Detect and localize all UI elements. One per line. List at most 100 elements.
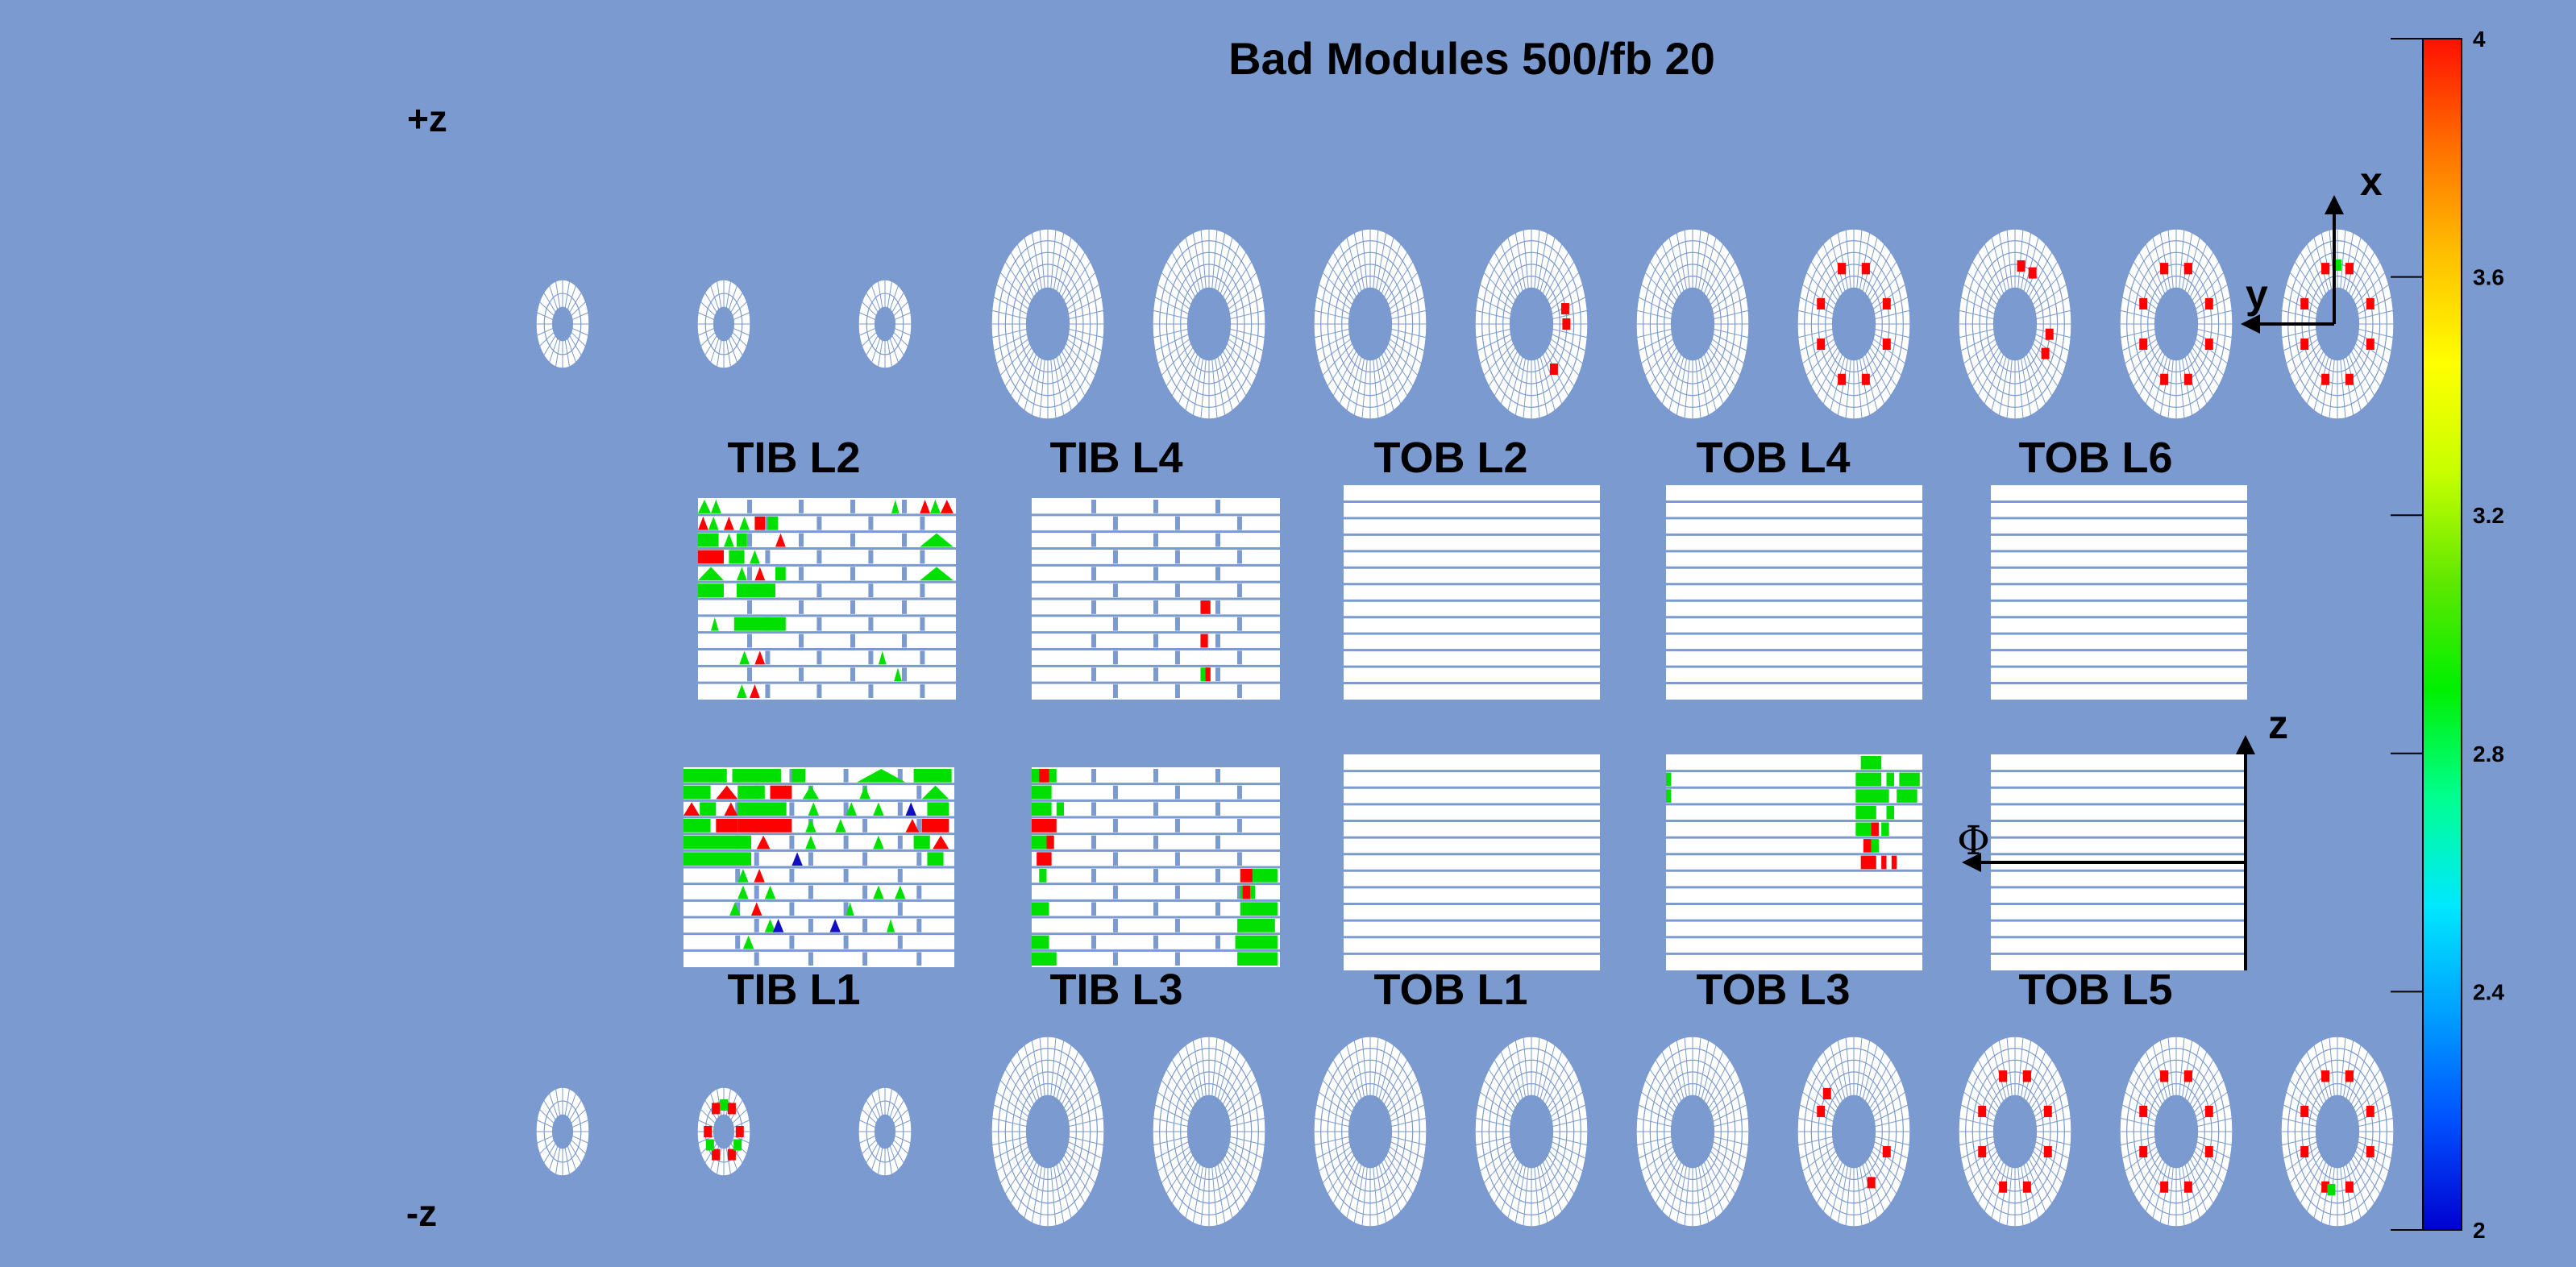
layer-label-tib-l1: TIB L1: [727, 966, 860, 1014]
bad-module: [1200, 600, 1211, 614]
color-scale-tick-label: 2: [2473, 1218, 2486, 1243]
bad-module: [2333, 259, 2341, 271]
bad-module: [1897, 789, 1917, 803]
layer-label-tob-l2: TOB L2: [1373, 434, 1527, 482]
bad-module: [873, 835, 884, 850]
bad-module: [737, 885, 749, 899]
bad-module: [1032, 952, 1057, 966]
color-scale-gradient: [2422, 38, 2462, 1231]
bad-module: [2345, 263, 2354, 275]
phi-axis-label: Φ: [1957, 817, 1990, 864]
endcap-disc: [535, 1086, 590, 1177]
bad-module: [920, 533, 954, 547]
bad-module: [698, 584, 724, 597]
endcap-disc: [696, 1086, 751, 1177]
bad-module: [1240, 869, 1253, 883]
bad-module: [1999, 1070, 2008, 1082]
bad-module: [1200, 634, 1208, 648]
bad-module: [2183, 263, 2192, 275]
barrel-tob-l3: [1666, 754, 1922, 970]
bad-module: [764, 919, 776, 933]
layer-label-tob-l6: TOB L6: [2018, 434, 2172, 482]
bad-module: [683, 802, 700, 816]
endcap-disc: [2119, 1036, 2233, 1228]
bad-module: [698, 550, 724, 564]
bad-module: [2139, 1146, 2148, 1158]
bad-module: [1046, 835, 1054, 850]
endcap-disc: [696, 279, 751, 369]
bad-module: [920, 567, 954, 581]
bad-module: [1855, 805, 1876, 820]
bad-module: [930, 500, 941, 513]
bad-module: [857, 769, 906, 783]
z-phi-axes-indicator: z Φ: [1957, 702, 2288, 970]
bad-module: [754, 567, 766, 581]
bad-module: [756, 835, 771, 850]
endcap-disc: [991, 1036, 1105, 1228]
bad-module: [1871, 822, 1879, 837]
bad-module: [1891, 855, 1897, 870]
bad-module: [940, 500, 954, 513]
bad-module: [808, 802, 819, 816]
bad-module: [913, 769, 952, 783]
bad-module: [2028, 267, 2037, 279]
endcap-disc: [2280, 1036, 2395, 1228]
x-axis-label: x: [2360, 159, 2383, 204]
barrel-tob-l4: [1666, 485, 1922, 700]
bad-module: [2321, 1070, 2330, 1082]
bad-module: [698, 500, 711, 513]
bad-module: [698, 567, 724, 581]
bad-module: [2160, 263, 2169, 275]
bad-module: [2160, 1070, 2169, 1082]
bad-module: [2366, 1105, 2374, 1117]
bad-module: [683, 835, 751, 850]
bad-module: [873, 885, 884, 899]
bad-module: [712, 1103, 721, 1115]
bad-module: [705, 1139, 714, 1151]
bad-module: [2043, 1146, 2052, 1158]
barrel-tib-l3: [1032, 767, 1280, 967]
bad-module: [711, 500, 721, 513]
barrel-tob-l6: [1991, 485, 2247, 700]
bad-module: [737, 684, 747, 698]
bad-module: [720, 1099, 728, 1111]
bad-module: [716, 819, 738, 833]
endcap-disc: [1958, 228, 2072, 420]
bad-module: [2017, 260, 2025, 272]
bad-module: [683, 852, 751, 866]
bad-module: [737, 819, 792, 833]
bad-module: [835, 819, 846, 833]
bad-module: [829, 919, 841, 933]
bad-module: [791, 769, 806, 783]
bad-module: [2139, 339, 2148, 351]
bad-module: [1881, 822, 1889, 837]
bad-module: [873, 802, 884, 816]
bad-module: [772, 919, 784, 933]
bad-module: [727, 1103, 736, 1115]
bad-module: [805, 819, 816, 833]
bad-module: [708, 516, 719, 530]
barrel-tib-l2: [698, 498, 956, 700]
bad-module: [767, 516, 779, 530]
bad-module: [1253, 869, 1278, 883]
bad-module: [1666, 772, 1672, 787]
bad-module: [1882, 297, 1891, 309]
bad-module: [732, 769, 781, 783]
bad-module: [1237, 919, 1275, 933]
bad-module: [733, 1139, 742, 1151]
barrel-tob-l1: [1344, 754, 1600, 970]
bad-module: [1560, 303, 1569, 315]
bad-module: [704, 1126, 713, 1137]
bad-module: [2183, 1181, 2192, 1193]
bad-module: [1881, 855, 1887, 870]
bad-module: [846, 902, 854, 916]
bad-module: [737, 785, 765, 800]
layer-labels-bottom: TIB L1 TIB L3 TOB L1 TOB L3 TOB L5: [727, 966, 2172, 1014]
color-scale-ticks: 4 3.6 3.2 2.8 2.4 2: [2391, 27, 2504, 1243]
bad-module: [927, 852, 944, 866]
bad-module: [1860, 756, 1882, 770]
minus-z-label: -z: [406, 1192, 437, 1234]
bad-module: [920, 500, 930, 513]
bad-module: [2204, 297, 2213, 309]
bad-module: [2139, 297, 2148, 309]
